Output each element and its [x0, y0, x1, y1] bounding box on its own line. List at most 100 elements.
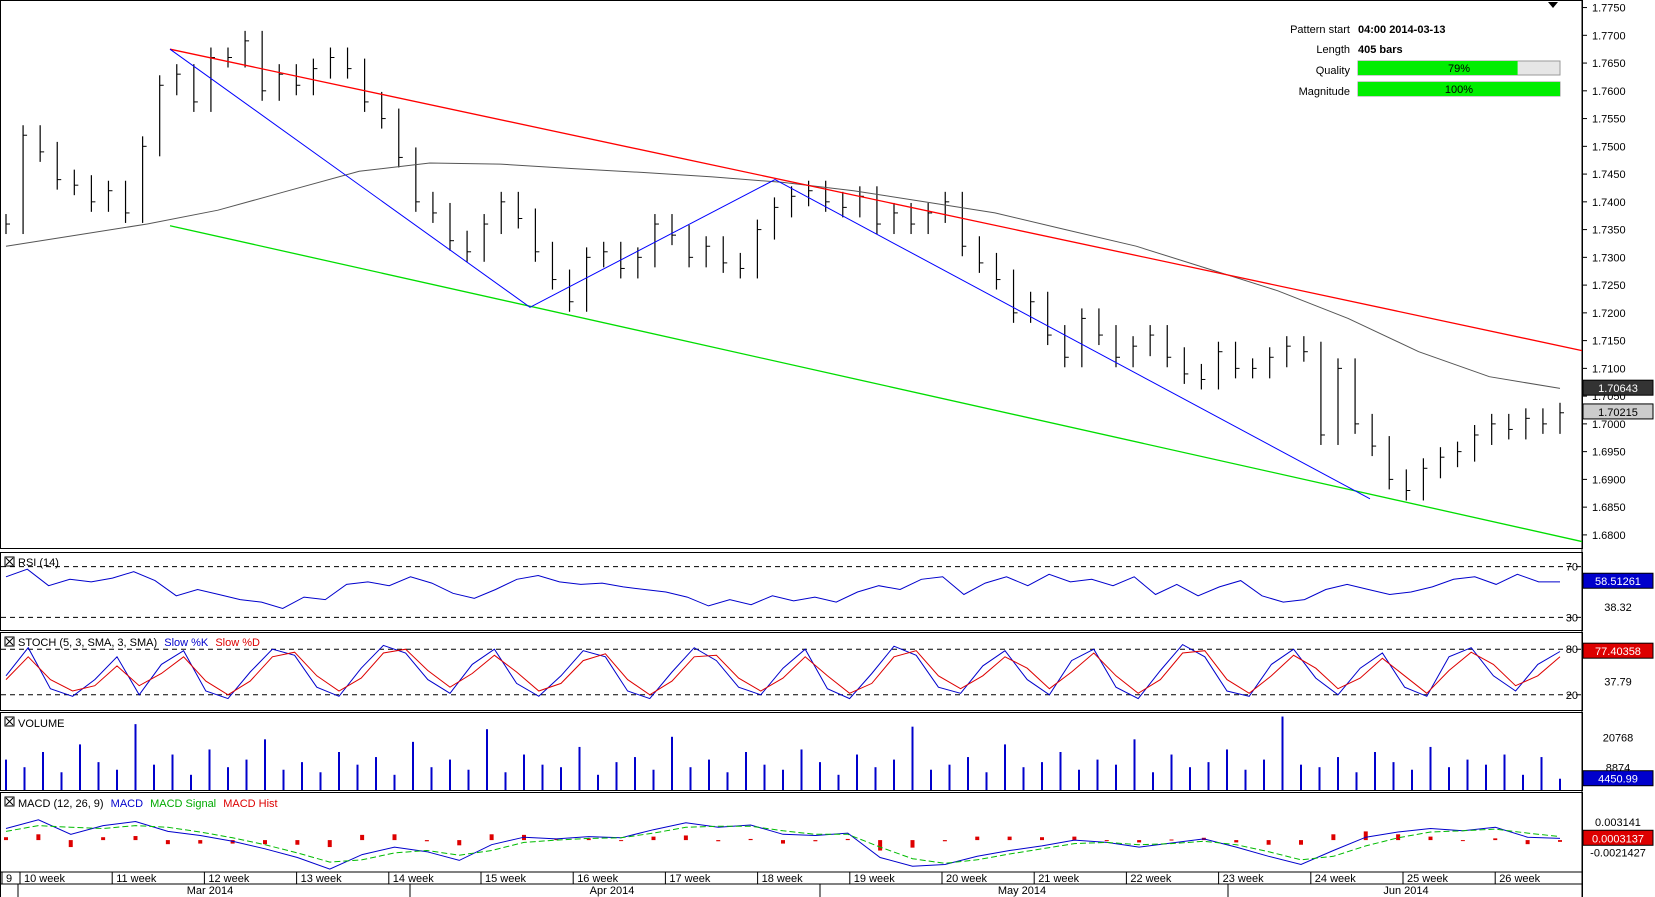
macd-title-name: MACD (12, 26, 9) [18, 798, 104, 810]
macd-hist-bar [230, 840, 235, 844]
week-label-4: 13 week [301, 873, 342, 885]
last-price-label: 1.70215 [1598, 407, 1638, 419]
macd-signal-line [5, 825, 1561, 864]
macd-legend-macd: MACD [111, 798, 143, 810]
ma-value-label: 1.70643 [1598, 383, 1638, 395]
price-tick-label-3: 1.7600 [1592, 86, 1626, 98]
corner-triangle-icon [1548, 2, 1558, 8]
week-label-16: 25 week [1407, 873, 1448, 885]
macd-hist-bar [586, 838, 591, 841]
macd-hist-bar [360, 834, 365, 841]
week-label-17: 26 week [1499, 873, 1540, 885]
price-tick-label-6: 1.7450 [1592, 169, 1626, 181]
resistance-line [169, 48, 1583, 352]
week-label-1: 10 week [24, 873, 65, 885]
price-tick-label-9: 1.7300 [1592, 252, 1626, 264]
rsi-level-label-1: 30 [1566, 612, 1578, 624]
price-tick-label-1: 1.7700 [1592, 30, 1626, 42]
week-label-14: 23 week [1223, 873, 1264, 885]
stoch-level-label-1: 20 [1566, 690, 1578, 702]
price-panel: 1.7750 1.7700 1.7650 1.7600 1.7550 1.7500 1.74… [5, 3, 1654, 543]
rsi-panel-frame [0, 552, 1583, 631]
macd-last-label-box [1582, 829, 1654, 846]
macd-hist-bar [1460, 840, 1465, 842]
month-label-1: Apr 2014 [590, 885, 635, 897]
quality-value: 79% [1448, 63, 1470, 75]
volume-close-icon-cross [5, 717, 14, 726]
week-label-15: 24 week [1315, 873, 1356, 885]
macd-legend-hist: MACD Hist [223, 798, 277, 810]
macd-hist-bar [1299, 840, 1303, 845]
macd-hist-bar [1363, 831, 1368, 841]
week-label-12: 21 week [1038, 873, 1079, 885]
rsi-panel: 70 30 38.32 58.51261 [1, 562, 1654, 624]
macd-hist-bar [133, 836, 138, 841]
stoch-legend-k: Slow %K [164, 637, 209, 649]
volume-title: VOLUME [18, 718, 64, 730]
macd-hist-bar [327, 840, 332, 848]
macd-hist-bar [1266, 840, 1271, 845]
price-tick-label-0: 1.7750 [1592, 3, 1626, 15]
macd-close-icon-cross [5, 797, 14, 806]
length-label: Length [1316, 44, 1350, 56]
price-tick-label-18: 1.6850 [1592, 502, 1626, 514]
panel-frames [0, 0, 1583, 897]
stoch-title-name: STOCH (5, 3, SMA, 3, SMA) [18, 637, 157, 649]
rsi-last-label: 58.51261 [1595, 576, 1641, 588]
week-label-0: 9 [6, 873, 12, 885]
month-label-3: Jun 2014 [1383, 885, 1428, 897]
macd-hist-bar [1558, 840, 1562, 842]
macd-hist-bar [910, 840, 915, 848]
moving-average-line [5, 162, 1561, 389]
macd-hist-bar [1396, 834, 1401, 841]
volume-panel-frame [0, 712, 1583, 791]
month-label-2: May 2014 [998, 885, 1046, 897]
macd-hist-bar [392, 834, 397, 841]
macd-hist-bar [424, 840, 429, 842]
x-axis: 9 10 week 11 week 12 week 13 week 14 week 15 w… [0, 871, 1582, 897]
stoch-last-label-box [1582, 642, 1654, 659]
macd-hist-bar [942, 840, 947, 842]
stoch-title: STOCH (5, 3, SMA, 3, SMA) Slow %K Slow %… [18, 637, 260, 649]
week-label-13: 22 week [1130, 873, 1171, 885]
macd-legend-signal: MACD Signal [150, 798, 216, 810]
price-tick-label-15: 1.7000 [1592, 419, 1626, 431]
macd-hist-bar [198, 840, 203, 844]
week-label-2: 11 week [116, 873, 157, 885]
stoch-close-icon-cross [5, 637, 14, 646]
macd-hist-bar [845, 838, 850, 841]
price-tick-label-16: 1.6950 [1592, 447, 1626, 459]
macd-tick-label-0: 0.003141 [1595, 817, 1641, 829]
week-label-9: 18 week [762, 873, 803, 885]
price-tick-label-19: 1.6800 [1592, 530, 1626, 542]
price-tick-label-8: 1.7350 [1592, 225, 1626, 237]
pattern-zigzag-line [169, 48, 1371, 500]
stoch-level-label-0: 80 [1566, 644, 1578, 656]
rsi-mid-label: 38.32 [1604, 602, 1632, 614]
magnitude-bar-fill [1358, 82, 1560, 96]
macd-last-label: 0.0003137 [1592, 833, 1644, 845]
price-tick-label-2: 1.7650 [1592, 58, 1626, 70]
volume-last-label: 4450.99 [1598, 774, 1638, 786]
stoch-d-line [5, 648, 1561, 696]
macd-hist-bar [748, 838, 753, 841]
week-label-10: 19 week [854, 873, 895, 885]
quality-bar-fill [1358, 61, 1518, 75]
macd-hist-bar [489, 834, 494, 841]
macd-hist-bar [781, 840, 785, 844]
macd-hist-bar [1331, 834, 1336, 841]
macd-hist-bar [975, 836, 980, 841]
price-tick-label-10: 1.7250 [1592, 280, 1626, 292]
last-price-label-box [1582, 403, 1654, 420]
ma-value-label-box [1582, 379, 1654, 396]
volume-last-label-box [1582, 770, 1654, 787]
price-panel-frame [0, 0, 1583, 549]
macd-hist-bar [1428, 836, 1433, 841]
pattern-start-label: Pattern start [1290, 24, 1350, 36]
week-label-3: 12 week [208, 873, 249, 885]
macd-hist-bar [683, 835, 688, 841]
macd-hist-bar [651, 836, 656, 841]
macd-hist-bar [1072, 836, 1077, 841]
macd-hist-bar [165, 840, 170, 845]
macd-hist-bar [295, 840, 300, 845]
